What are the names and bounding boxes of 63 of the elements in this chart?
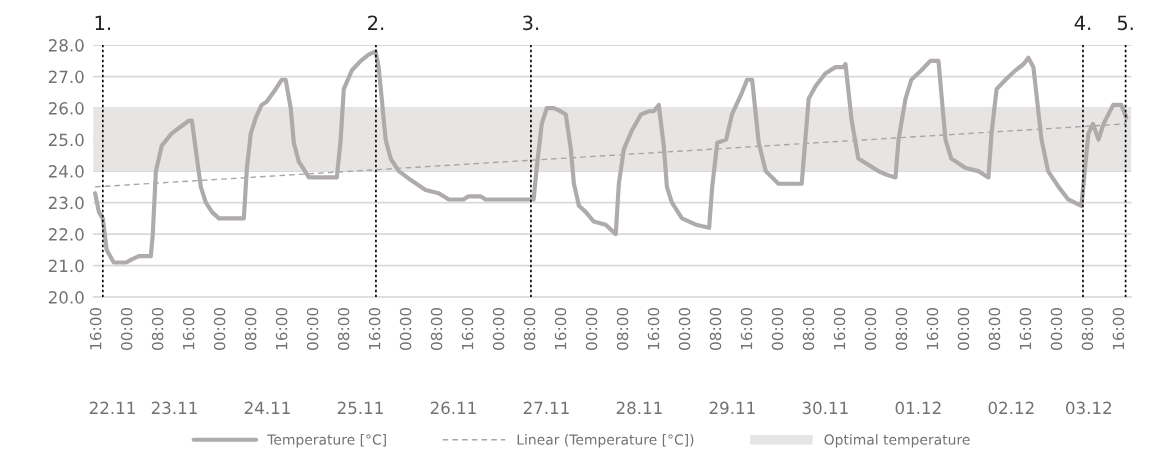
y-tick-label: 25.0 — [48, 133, 84, 147]
x-tick-label: 16:00 — [461, 307, 474, 350]
x2-tick-label: 02.12 — [988, 401, 1034, 415]
x-tick-label: 16:00 — [926, 307, 939, 350]
y-tick-label: 24.0 — [48, 165, 84, 178]
x2-tick-label: 27.11 — [523, 401, 569, 414]
x-tick-label: 16:00 — [275, 307, 288, 350]
x-tick-label: 08:00 — [802, 307, 815, 350]
x-tick-label: 08:00 — [523, 307, 536, 350]
x-tick-label: 16:00 — [368, 307, 381, 350]
x-tick-label: 16:00 — [1019, 307, 1032, 350]
y-tick-label: 22.0 — [48, 228, 84, 241]
x2-tick-label: 26.11 — [430, 401, 476, 415]
annotation: 1. — [95, 15, 110, 30]
x2-tick-label: 24.11 — [244, 401, 290, 414]
x2-tick-label: 23.11 — [151, 401, 197, 415]
x-tick-label: 16:00 — [740, 307, 753, 350]
x2-tick-label: 28.11 — [616, 401, 662, 415]
x-tick-label: 00:00 — [678, 307, 691, 350]
legend-label: Temperature [°C] — [267, 434, 386, 448]
x-tick-label: 00:00 — [1050, 307, 1063, 350]
y-tick-label: 23.0 — [48, 196, 84, 210]
x-tick-label: 00:00 — [399, 307, 412, 350]
legend-label: Linear (Temperature [°C]) — [517, 434, 694, 448]
y-tick-label: 27.0 — [48, 70, 84, 84]
x-tick-label: 16:00 — [182, 307, 195, 350]
x-tick-label: 00:00 — [585, 307, 598, 350]
x-tick-label: 16:00 — [1112, 307, 1125, 350]
y-tick-label: 21.0 — [48, 259, 84, 273]
x-tick-label: 08:00 — [988, 307, 1001, 350]
x-tick-label: 08:00 — [244, 307, 257, 350]
x-tick-label: 00:00 — [213, 307, 226, 350]
annotation: 3. — [523, 15, 539, 31]
x2-tick-label: 01.12 — [895, 401, 941, 415]
x-tick-label: 00:00 — [864, 307, 877, 350]
x-tick-label: 08:00 — [337, 307, 350, 350]
annotation: 2. — [368, 15, 384, 30]
annotation: 5. — [1117, 15, 1133, 31]
legend-label: Optimal temperature — [824, 434, 970, 448]
x-tick-label: 08:00 — [895, 307, 908, 350]
x-tick-label: 08:00 — [1081, 307, 1094, 350]
y-tick-label: 26.0 — [48, 102, 84, 115]
x2-tick-label: 03.12 — [1066, 401, 1111, 415]
x-tick-label: 16:00 — [833, 307, 846, 350]
x-tick-label: 16:00 — [647, 307, 660, 350]
x2-tick-label: 25.11 — [337, 401, 383, 415]
x-tick-label: 00:00 — [957, 307, 970, 350]
x-tick-label: 08:00 — [151, 307, 164, 350]
x2-tick-label: 22.11 — [89, 401, 135, 414]
x2-tick-label: 30.11 — [802, 401, 848, 415]
x-tick-label: 00:00 — [120, 307, 133, 350]
x-tick-label: 00:00 — [771, 307, 784, 350]
x-tick-label: 08:00 — [616, 307, 629, 350]
x-tick-label: 00:00 — [492, 307, 505, 350]
y-tick-label: 28.0 — [48, 39, 84, 52]
x-tick-label: 08:00 — [430, 307, 443, 350]
y-tick-label: 20.0 — [48, 291, 84, 304]
x-tick-label: 00:00 — [306, 307, 319, 350]
annotation: 4. — [1074, 15, 1091, 30]
x-tick-label: 16:00 — [554, 307, 567, 350]
x-tick-label: 08:00 — [709, 307, 722, 350]
x2-tick-label: 29.11 — [709, 401, 755, 415]
x-tick-label: 16:00 — [89, 307, 102, 350]
